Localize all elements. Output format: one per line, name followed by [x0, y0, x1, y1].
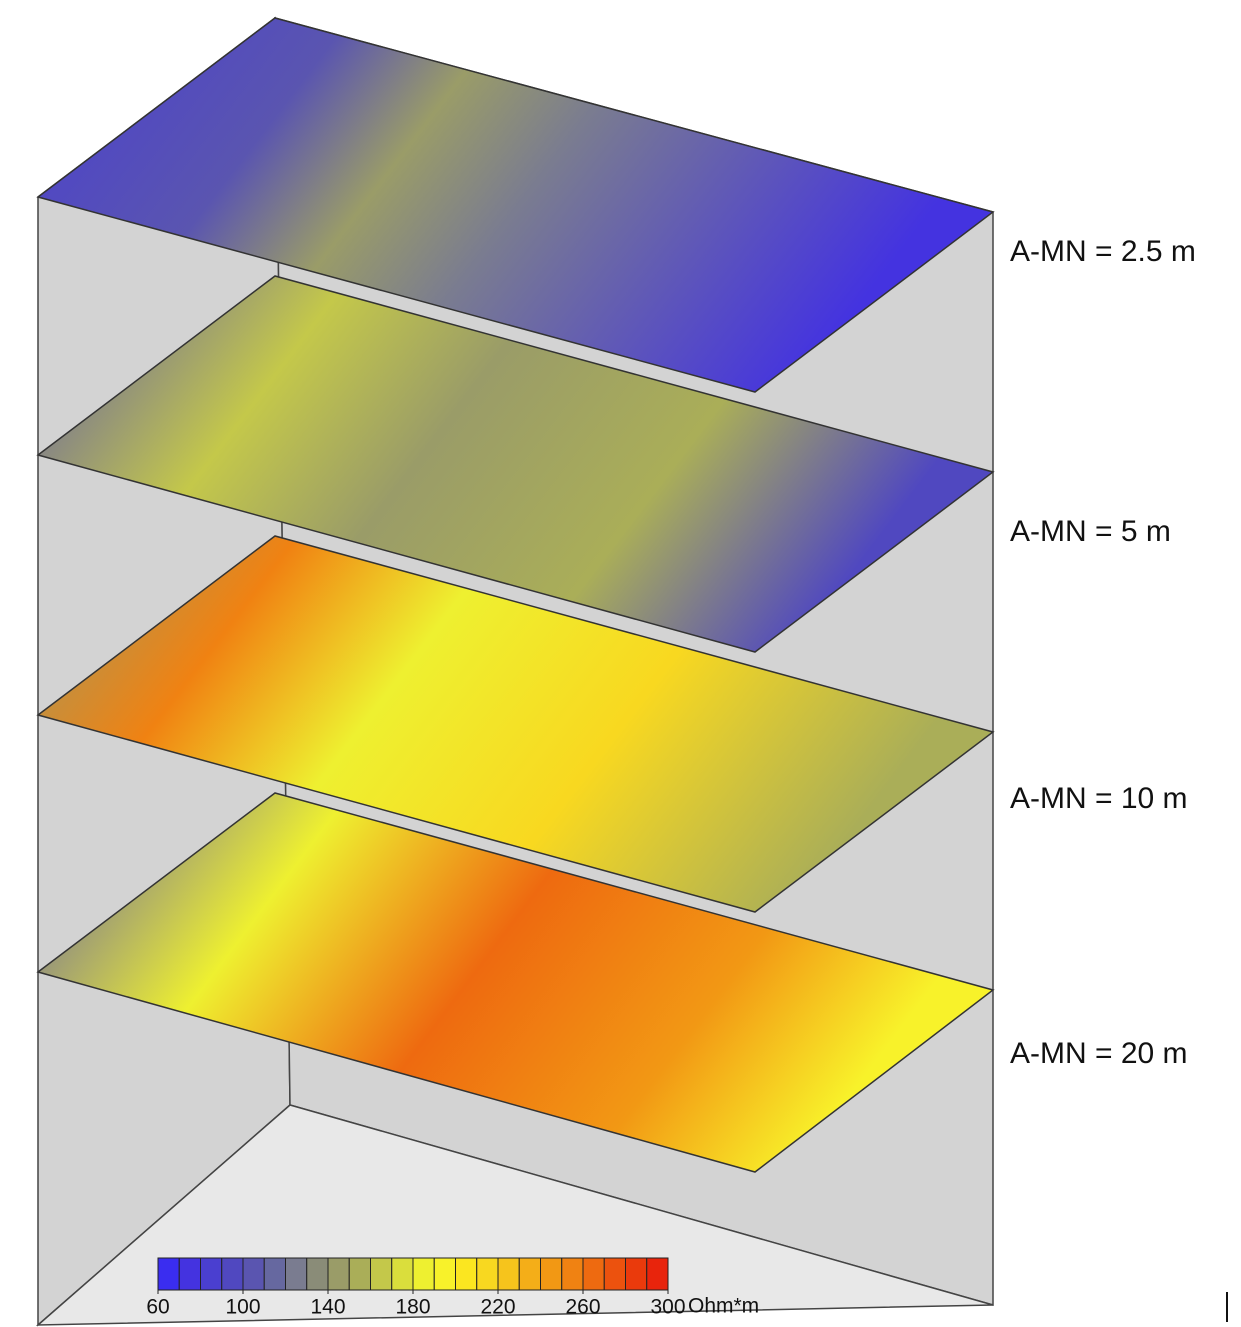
colorbar-cell	[541, 1258, 562, 1290]
colorbar-cell	[328, 1258, 349, 1290]
tick-label: 100	[225, 1296, 260, 1319]
colorbar-cell	[264, 1258, 285, 1290]
colorbar-cell	[626, 1258, 647, 1290]
colorbar-cell	[604, 1258, 625, 1290]
tick-label: 60	[146, 1296, 169, 1319]
colorbar-cell	[392, 1258, 413, 1290]
colorbar-cell	[201, 1258, 222, 1290]
colorbar-cell	[434, 1258, 455, 1290]
colorbar-cell	[222, 1258, 243, 1290]
colorbar-cell	[647, 1258, 668, 1290]
tick-label: 300	[650, 1296, 685, 1319]
colorbar-unit: Ohm*m	[688, 1295, 759, 1318]
tick-label: 260	[565, 1296, 600, 1319]
colorbar-cell	[349, 1258, 370, 1290]
colorbar-cell	[286, 1258, 307, 1290]
tick-label: 220	[480, 1296, 515, 1319]
colorbar-cell	[498, 1258, 519, 1290]
tick-label: 180	[395, 1296, 430, 1319]
colorbar-cell	[413, 1258, 434, 1290]
colorbar-cell	[456, 1258, 477, 1290]
colorbar-cell	[477, 1258, 498, 1290]
colorbar-cell	[583, 1258, 604, 1290]
colorbar-cell	[562, 1258, 583, 1290]
layer-label: A-MN = 20 m	[1010, 1037, 1188, 1070]
layer-label: A-MN = 5 m	[1010, 515, 1171, 548]
colorbar-cell	[519, 1258, 540, 1290]
layer-label: A-MN = 2.5 m	[1010, 235, 1196, 268]
colorbar-cell	[158, 1258, 179, 1290]
colorbar-cell	[179, 1258, 200, 1290]
colorbar-cell	[371, 1258, 392, 1290]
tick-label: 140	[310, 1296, 345, 1319]
figure: A-MN = 2.5 m A-MN = 5 m A-MN = 10 m A-MN…	[0, 0, 1241, 1327]
colorbar-cell	[307, 1258, 328, 1290]
colorbar-cell	[243, 1258, 264, 1290]
layer-label: A-MN = 10 m	[1010, 782, 1188, 815]
